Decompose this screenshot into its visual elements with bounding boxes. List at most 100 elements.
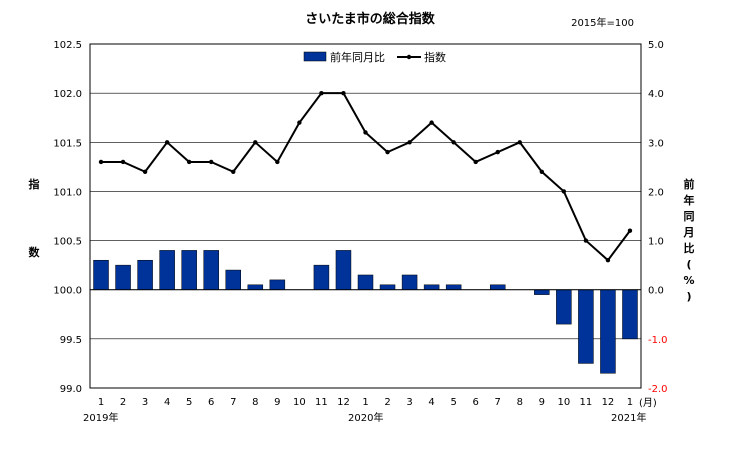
base-note: 2015年=100 bbox=[571, 16, 634, 29]
line-point bbox=[517, 140, 522, 145]
line-point bbox=[341, 90, 346, 96]
right-tick-label: 1.0 bbox=[648, 237, 664, 248]
right-axis-label-char: 年 bbox=[684, 193, 695, 207]
year-label-2021: 2021年 bbox=[611, 411, 646, 424]
x-tick-label: 8 bbox=[252, 397, 258, 408]
x-tick-label: 1 bbox=[362, 397, 368, 408]
x-tick-label: 6 bbox=[208, 397, 214, 408]
right-tick-label: 3.0 bbox=[648, 138, 664, 149]
bar bbox=[225, 269, 242, 290]
line-point bbox=[539, 169, 545, 174]
line-point bbox=[142, 169, 148, 174]
left-axis-ticks: 99.0 99.5 100.0 100.5 101.0 101.5 102.0 102.5 bbox=[53, 40, 82, 395]
left-tick-label: 100.0 bbox=[53, 286, 82, 297]
x-tick-label: 6 bbox=[473, 397, 479, 408]
left-tick-label: 99.5 bbox=[60, 335, 82, 346]
line-point bbox=[429, 120, 434, 125]
x-tick-label: 3 bbox=[142, 397, 148, 408]
bar bbox=[489, 284, 506, 290]
x-tick-label: 12 bbox=[337, 397, 350, 408]
left-tick-label: 102.0 bbox=[53, 89, 82, 100]
x-tick-label: 9 bbox=[274, 397, 280, 408]
month-unit-label: (月) bbox=[639, 397, 657, 409]
left-axis-label: 指数 bbox=[29, 177, 41, 259]
bar bbox=[379, 284, 396, 290]
right-axis-label-char: 同 bbox=[684, 210, 695, 223]
right-axis-ticks: -2.0 -1.0 0.0 1.0 2.0 3.0 4.0 5.0 bbox=[648, 40, 668, 395]
left-axis-label-char: 指 bbox=[29, 177, 40, 191]
right-tick-label: 5.0 bbox=[648, 40, 664, 51]
left-tick-label: 101.5 bbox=[53, 138, 82, 149]
bar bbox=[93, 259, 109, 290]
line-point bbox=[164, 140, 170, 145]
right-tick-label: 4.0 bbox=[648, 89, 664, 100]
line-point bbox=[319, 90, 324, 96]
index-line bbox=[101, 92, 631, 262]
chart-title: さいたま市の総合指数 bbox=[305, 11, 436, 27]
bar bbox=[269, 279, 286, 290]
bar bbox=[247, 284, 264, 290]
x-tick-label: 1 bbox=[98, 397, 104, 408]
year-label-2020: 2020年 bbox=[348, 411, 383, 424]
bar bbox=[401, 274, 418, 290]
year-label-2019: 2019年 bbox=[83, 411, 118, 424]
bar bbox=[357, 274, 374, 290]
x-tick-label: 5 bbox=[450, 397, 456, 408]
line-point bbox=[209, 159, 214, 165]
x-axis-labels: 1 2 3 4 5 6 7 8 9 10 11 12 1 2 3 4 5 6 7 8 9 10 11 12 1 bbox=[98, 397, 633, 408]
index-points bbox=[98, 90, 633, 263]
left-axis-label-char: 数 bbox=[29, 245, 41, 259]
x-tick-label: 8 bbox=[517, 397, 523, 408]
left-tick-label: 100.5 bbox=[53, 237, 82, 248]
right-axis-label-char: ( bbox=[686, 258, 691, 271]
line-point bbox=[407, 140, 412, 145]
legend-bar-label: 前年同月比 bbox=[330, 50, 385, 64]
x-tick-label: 12 bbox=[602, 397, 615, 408]
line-point bbox=[297, 120, 302, 125]
bar bbox=[159, 250, 175, 290]
bar bbox=[203, 250, 219, 290]
x-tick-label: 10 bbox=[293, 397, 306, 408]
line-point bbox=[583, 238, 589, 243]
bar bbox=[556, 289, 572, 325]
x-tick-label: 5 bbox=[186, 397, 192, 408]
left-tick-label: 101.0 bbox=[53, 187, 82, 198]
bar bbox=[181, 250, 197, 290]
line-point bbox=[627, 228, 633, 233]
x-tick-label: 10 bbox=[557, 397, 570, 408]
x-tick-label: 11 bbox=[315, 397, 328, 408]
line-point bbox=[385, 149, 390, 155]
x-tick-label: 9 bbox=[539, 397, 545, 408]
x-tick-label: 2 bbox=[120, 397, 126, 408]
line-point bbox=[186, 159, 192, 165]
bar bbox=[578, 289, 594, 364]
left-tick-label: 99.0 bbox=[60, 384, 82, 395]
x-tick-label: 4 bbox=[428, 397, 434, 408]
bar bbox=[313, 264, 330, 290]
right-axis-label-char: % bbox=[683, 274, 694, 287]
x-tick-label: 11 bbox=[580, 397, 593, 408]
line-point bbox=[120, 159, 126, 165]
bar bbox=[335, 250, 352, 290]
bar bbox=[534, 289, 550, 295]
bar bbox=[600, 289, 616, 374]
bar bbox=[115, 264, 131, 290]
line-point bbox=[275, 159, 280, 165]
x-tick-label: 7 bbox=[230, 397, 236, 408]
right-axis-label-char: 比 bbox=[684, 241, 695, 255]
line-point bbox=[451, 140, 456, 145]
right-tick-label: -1.0 bbox=[648, 335, 668, 346]
x-tick-label: 1 bbox=[627, 397, 633, 408]
bar bbox=[622, 289, 638, 340]
bar bbox=[445, 284, 462, 290]
right-tick-label: 0.0 bbox=[648, 286, 664, 297]
bar-series bbox=[93, 250, 638, 374]
x-tick-label: 7 bbox=[495, 397, 501, 408]
x-tick-label: 3 bbox=[406, 397, 412, 408]
line-point bbox=[605, 258, 611, 263]
line-point bbox=[363, 130, 368, 135]
line-point bbox=[231, 169, 236, 174]
legend: 前年同月比 指数 bbox=[303, 50, 446, 64]
left-tick-label: 102.5 bbox=[53, 40, 82, 51]
